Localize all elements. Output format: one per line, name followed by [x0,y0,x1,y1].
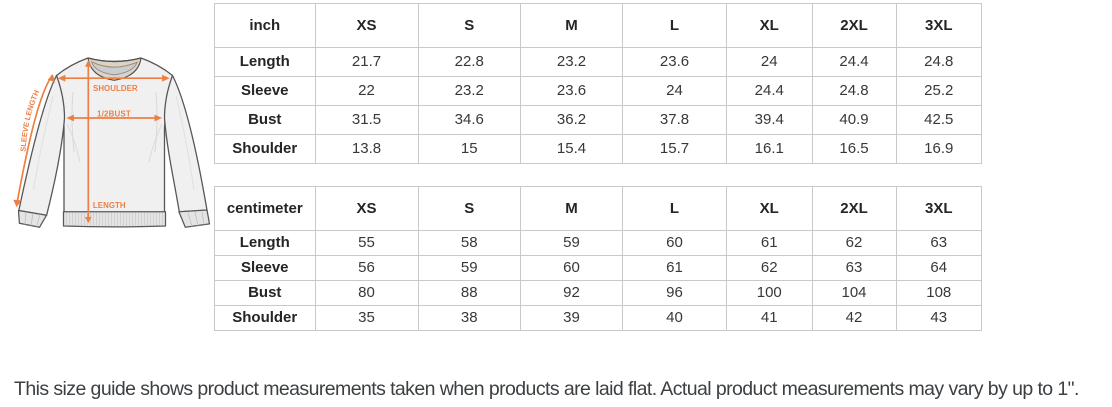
svg-text:1/2BUST: 1/2BUST [97,109,131,118]
svg-text:SHOULDER: SHOULDER [93,84,138,93]
svg-text:LENGTH: LENGTH [93,201,126,210]
